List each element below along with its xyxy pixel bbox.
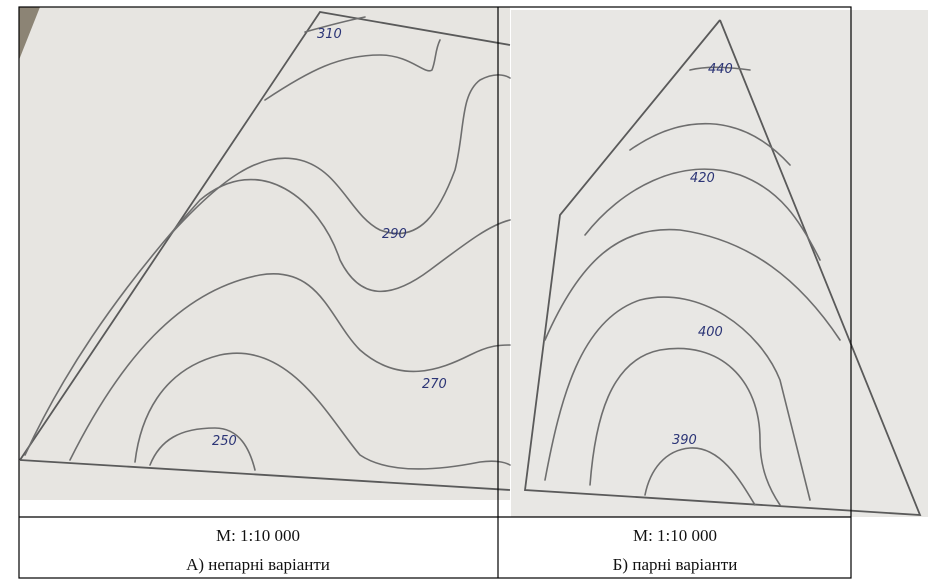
contour-label: 250 [212, 434, 237, 449]
contour-label: 310 [317, 27, 342, 42]
contour-label: 440 [708, 62, 733, 77]
left-map-photo: 310 290 270 250 [19, 7, 511, 500]
right-map-photo: 440 420 400 390 [511, 10, 928, 517]
contour-label: 290 [382, 227, 407, 242]
scale-label: М: 1:10 000 [216, 526, 300, 545]
contour-label: 390 [672, 433, 697, 448]
scale-label: М: 1:10 000 [633, 526, 717, 545]
contour-label: 420 [690, 171, 715, 186]
caption: А) непарні варіанти [186, 555, 330, 574]
caption: Б) парні варіанти [613, 555, 738, 574]
contour-label: 400 [698, 325, 723, 340]
table-borders [18, 6, 852, 579]
contour-label: 270 [422, 377, 447, 392]
